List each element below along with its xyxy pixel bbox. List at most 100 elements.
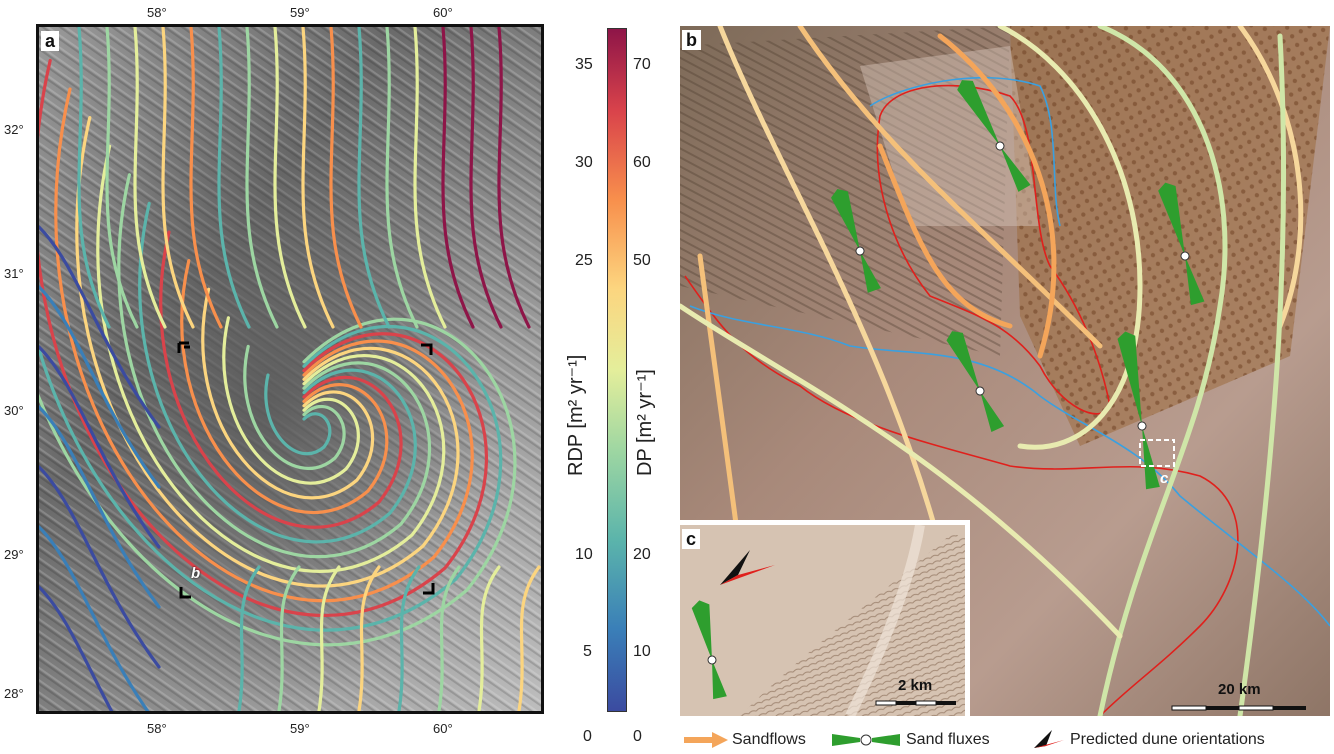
colorbar [607, 28, 627, 712]
dp-tick-20: 20 [633, 546, 651, 563]
panel-a-streamlines [39, 27, 541, 711]
streamline [245, 27, 279, 329]
streamline [105, 27, 139, 329]
legend-sandflow-icon [684, 732, 728, 748]
streamline [301, 27, 335, 329]
streamline [180, 259, 389, 515]
sandflow-line [1237, 26, 1304, 329]
lon-tick-top-58: 58° [147, 5, 167, 20]
rdp-tick-35: 35 [575, 56, 593, 73]
streamline [159, 230, 403, 529]
sandflow-line [1237, 33, 1287, 716]
rdp-tick-5: 5 [583, 643, 592, 660]
streamline [39, 405, 161, 609]
streamline [357, 27, 391, 329]
scale-label-20km: 20 km [1218, 681, 1261, 698]
streamline [385, 27, 419, 329]
streamline [77, 27, 111, 329]
streamline [264, 373, 332, 456]
sand-flux-5 [1117, 331, 1160, 490]
lat-tick-32: 32° [4, 122, 24, 137]
dp-tick-0: 0 [633, 728, 642, 745]
streamline [497, 27, 531, 329]
sandflow-line [680, 303, 1123, 639]
lat-tick-30: 30° [4, 403, 24, 418]
sandflow-line [1097, 26, 1228, 716]
panel-c-satellite [680, 525, 965, 716]
streamline [54, 87, 474, 603]
streamline [39, 345, 161, 549]
rdp-tick-30: 30 [575, 154, 593, 171]
legend-orientation-icon [1034, 730, 1064, 748]
sand-flux-1 [957, 80, 1031, 192]
streamline [189, 27, 223, 329]
rdp-tick-0: 0 [583, 728, 592, 745]
sand-flux-inset [691, 600, 727, 700]
streamline [317, 565, 341, 711]
streamline [161, 27, 195, 329]
rdp-tick-10: 10 [575, 546, 593, 563]
streamline [39, 317, 517, 647]
dp-tick-60: 60 [633, 154, 651, 171]
streamline [441, 27, 475, 329]
region-marker-nw [177, 341, 190, 353]
scale-label-2km: 2 km [898, 677, 933, 694]
streamline [357, 565, 381, 711]
predicted-orientation-arrow [720, 550, 750, 585]
legend-sand-fluxes: Sand fluxes [906, 731, 990, 748]
dp-tick-70: 70 [633, 56, 651, 73]
legend-predicted-orientations: Predicted dune orientations [1070, 731, 1265, 748]
sandflow-line [997, 26, 1143, 450]
streamline [237, 565, 261, 711]
lat-tick-31: 31° [4, 266, 24, 281]
streamline [273, 27, 307, 329]
lat-tick-29: 29° [4, 547, 24, 562]
panel-c-letter: c [682, 529, 701, 549]
panel-a-letter: a [41, 31, 60, 51]
streamline [469, 27, 503, 329]
lon-tick-bottom-59: 59° [290, 721, 310, 736]
dp-tick-50: 50 [633, 252, 651, 269]
streamline [117, 173, 432, 559]
rdp-tick-25: 25 [575, 252, 593, 269]
streamline [217, 27, 251, 329]
sandflow-line [937, 33, 1057, 359]
panel-b-satellite [680, 26, 1330, 716]
streamline [329, 27, 363, 329]
lon-tick-bottom-58: 58° [147, 721, 167, 736]
streamline [413, 27, 447, 329]
streamline [222, 316, 360, 485]
lon-tick-top-60: 60° [433, 5, 453, 20]
region-marker-sw [179, 587, 191, 599]
streamline [133, 27, 167, 329]
lon-tick-bottom-60: 60° [433, 721, 453, 736]
streamline [96, 144, 446, 573]
region-marker-ne [421, 343, 433, 355]
sand-flux-2 [1158, 182, 1205, 306]
streamline [39, 465, 161, 669]
streamline [243, 344, 346, 471]
sand-flux-4 [946, 331, 1005, 433]
panel-c-inset: c 2 km [680, 520, 970, 716]
dp-tick-10: 10 [633, 643, 651, 660]
streamline [277, 565, 301, 711]
panel-b-letter: b [682, 30, 701, 50]
inset-c-marker [1139, 439, 1175, 467]
panel-a-marker-b: b [191, 565, 201, 582]
rdp-axis-title: RDP [m² yr⁻¹] [565, 354, 587, 476]
streamline [39, 525, 150, 711]
streamline [39, 285, 161, 489]
region-marker-se [423, 583, 435, 595]
streamline [39, 585, 114, 711]
sand-flux-3 [831, 188, 881, 293]
lon-tick-top-59: 59° [290, 5, 310, 20]
legend-sandflows: Sandflows [732, 731, 806, 748]
streamline [397, 565, 421, 711]
panel-a-map: a b [36, 24, 544, 714]
dp-axis-title: DP [m² yr⁻¹] [634, 369, 656, 476]
sandflow-line [717, 26, 943, 549]
streamline [437, 565, 461, 711]
streamline [138, 201, 417, 544]
lat-tick-28: 28° [4, 686, 24, 701]
streamline [517, 565, 541, 711]
